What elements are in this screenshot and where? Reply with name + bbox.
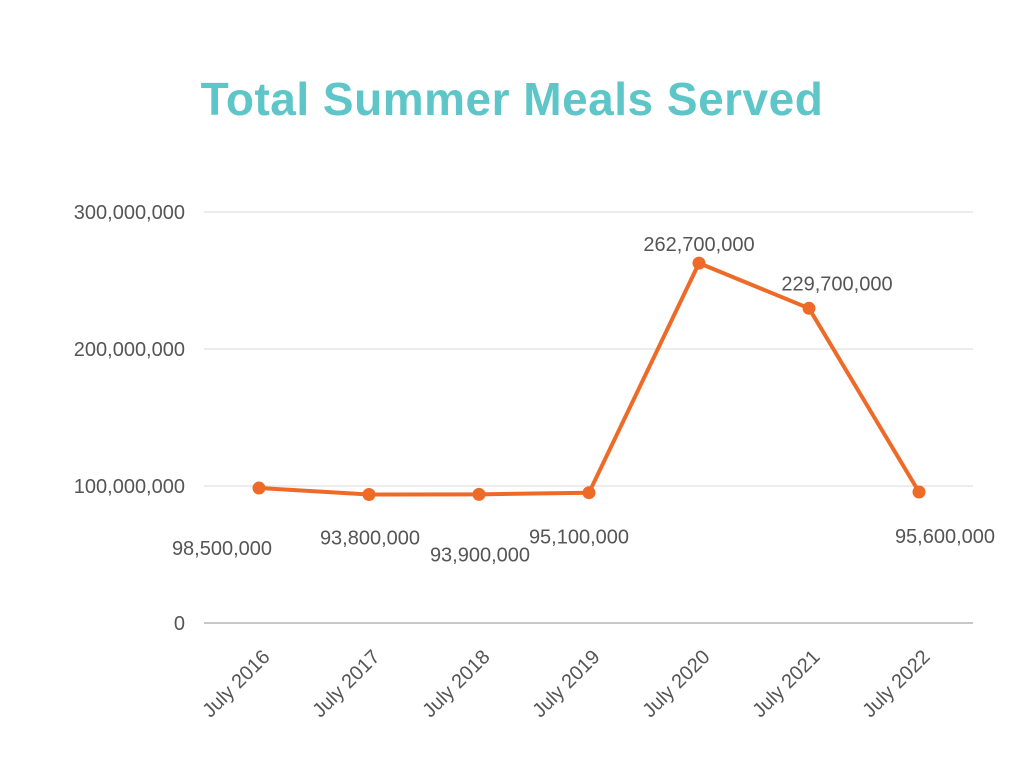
data-point: [472, 487, 486, 501]
x-tick-label: July 2022: [858, 646, 934, 722]
x-tick-label: July 2017: [308, 646, 384, 722]
data-point: [582, 486, 596, 500]
data-point: [362, 487, 376, 501]
x-tick-label: July 2016: [198, 646, 274, 722]
data-label: 93,900,000: [430, 544, 530, 566]
y-tick-label: 200,000,000: [74, 339, 185, 361]
data-label: 93,800,000: [320, 527, 420, 549]
series-line: [258, 261, 921, 497]
data-point: [912, 485, 926, 499]
data-label: 262,700,000: [643, 234, 754, 256]
y-tick-label: 100,000,000: [74, 476, 185, 498]
y-tick-label: 300,000,000: [74, 202, 185, 224]
y-tick-label: 0: [174, 613, 185, 635]
data-point: [252, 481, 266, 495]
data-label: 95,600,000: [895, 526, 995, 548]
data-point: [692, 256, 706, 270]
data-label: 229,700,000: [781, 273, 892, 295]
x-tick-label: July 2021: [748, 646, 824, 722]
data-point: [802, 301, 816, 315]
data-label: 98,500,000: [172, 538, 272, 560]
chart-title: Total Summer Meals Served: [200, 73, 824, 125]
x-tick-label: July 2018: [418, 646, 494, 722]
x-tick-label: July 2020: [638, 646, 714, 722]
x-tick-label: July 2019: [528, 646, 604, 722]
data-label: 95,100,000: [529, 527, 629, 549]
